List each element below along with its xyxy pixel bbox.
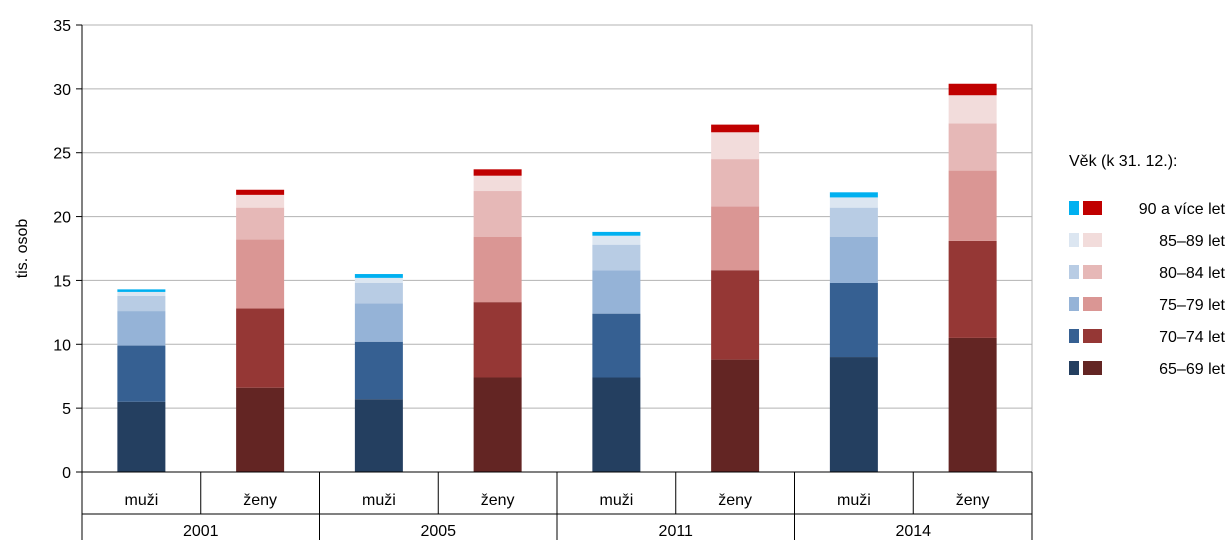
- legend-label: 80–84 let: [1159, 265, 1225, 282]
- bar-segment: [829, 207, 878, 238]
- x-category-label: muži: [362, 492, 396, 509]
- bar-segment: [354, 282, 403, 304]
- bar-segment: [592, 313, 641, 378]
- bar-segment: [117, 295, 166, 312]
- bar-segment: [829, 282, 878, 358]
- legend-swatch-zeny: [1083, 233, 1102, 247]
- x-category-label: ženy: [956, 492, 990, 509]
- bar-segment: [711, 132, 760, 160]
- bar-segment: [711, 159, 760, 207]
- legend: 90 a více let 85–89 let 80–84 let 75–79 let…: [1069, 201, 1226, 378]
- legend-swatch-zeny: [1083, 361, 1102, 375]
- bar-segment: [354, 399, 403, 472]
- bar-segment: [117, 289, 166, 292]
- legend-swatch-zeny: [1083, 297, 1102, 311]
- gridlines: [82, 24, 1032, 409]
- bar-segment: [592, 231, 641, 236]
- bar-segment: [117, 345, 166, 402]
- plot-area-border: [81, 24, 1033, 473]
- legend-label: 85–89 let: [1159, 233, 1225, 250]
- x-group-label: 2005: [420, 523, 456, 540]
- bar-segment: [829, 192, 878, 198]
- legend-label: 75–79 let: [1159, 297, 1225, 314]
- bar-segment: [117, 291, 166, 296]
- bar-segment: [711, 270, 760, 360]
- y-tick-label: 35: [53, 18, 71, 35]
- legend-swatch-muzi: [1069, 297, 1079, 311]
- bars: [117, 83, 997, 472]
- legend-swatch-muzi: [1069, 265, 1079, 279]
- bar-segment: [592, 244, 641, 271]
- x-group-label: 2014: [895, 523, 931, 540]
- bar-segment: [592, 270, 641, 314]
- y-tick-label: 0: [62, 465, 71, 482]
- legend-title: Věk (k 31. 12.):: [1069, 153, 1178, 170]
- bar-segment: [948, 337, 997, 472]
- bar-segment: [473, 169, 522, 176]
- legend-swatch-muzi: [1069, 329, 1079, 343]
- bar-segment: [236, 194, 285, 208]
- x-group-label: 2011: [659, 523, 694, 540]
- x-category-label: muži: [599, 492, 633, 509]
- y-tick-label: 25: [53, 146, 71, 163]
- x-category-label: muži: [124, 492, 158, 509]
- y-tick-label: 5: [62, 401, 71, 418]
- x-category-label: muži: [837, 492, 871, 509]
- bar-segment: [473, 175, 522, 192]
- bar-segment: [592, 377, 641, 472]
- bar-segment: [948, 83, 997, 96]
- bar-segment: [473, 191, 522, 238]
- x-category-label: ženy: [718, 492, 752, 509]
- bar-segment: [354, 303, 403, 342]
- y-tick-label: 30: [53, 82, 71, 99]
- bar-segment: [236, 189, 285, 195]
- legend-swatch-zeny: [1083, 329, 1102, 343]
- bar-segment: [354, 341, 403, 400]
- bar-segment: [236, 387, 285, 472]
- bar-segment: [473, 377, 522, 472]
- bar-segment: [354, 277, 403, 283]
- bar-segment: [236, 308, 285, 388]
- x-group-label: 2001: [183, 523, 219, 540]
- bar-segment: [236, 239, 285, 309]
- y-axis-title: tis. osob: [14, 219, 31, 279]
- y-axis-ticks: 0 5 10 15 20 25 30 35: [53, 18, 82, 482]
- bar-segment: [948, 123, 997, 171]
- bar-segment: [948, 95, 997, 124]
- bar-segment: [948, 240, 997, 338]
- x-category-label: ženy: [481, 492, 515, 509]
- bar-segment: [354, 274, 403, 278]
- bar-segment: [948, 170, 997, 241]
- bar-segment: [711, 124, 760, 133]
- legend-label: 70–74 let: [1159, 329, 1225, 346]
- bar-segment: [711, 359, 760, 472]
- legend-swatch-muzi: [1069, 201, 1079, 215]
- bar-segment: [473, 237, 522, 303]
- bar-segment: [592, 235, 641, 245]
- legend-swatch-zeny: [1083, 265, 1102, 279]
- bar-segment: [829, 237, 878, 283]
- bar-segment: [236, 207, 285, 240]
- bar-segment: [829, 197, 878, 208]
- bar-segment: [829, 357, 878, 472]
- x-category-label: ženy: [243, 492, 277, 509]
- bar-segment: [117, 401, 166, 472]
- legend-swatch-muzi: [1069, 233, 1079, 247]
- y-tick-label: 20: [53, 210, 71, 227]
- bar-segment: [117, 311, 166, 346]
- x-axis-categories: muži ženy 2001 muži ženy 2005 muži ženy 2011 muži…: [81, 472, 1033, 540]
- legend-swatch-zeny: [1083, 201, 1102, 215]
- axes: [81, 24, 1033, 473]
- bar-segment: [473, 302, 522, 378]
- y-tick-label: 10: [53, 337, 71, 354]
- legend-swatch-muzi: [1069, 361, 1079, 375]
- y-tick-label: 15: [53, 273, 71, 290]
- legend-label: 90 a více let: [1139, 201, 1226, 218]
- legend-label: 65–69 let: [1159, 361, 1225, 378]
- bar-segment: [711, 206, 760, 271]
